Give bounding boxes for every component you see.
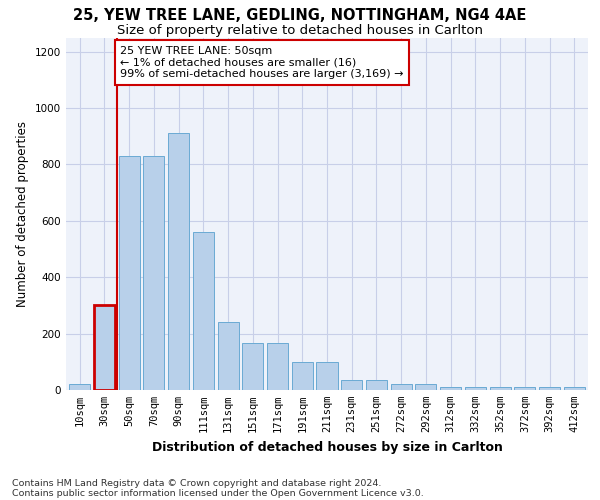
Bar <box>143 156 164 390</box>
Bar <box>267 344 288 390</box>
Bar <box>391 384 412 390</box>
Bar <box>292 362 313 390</box>
Bar <box>366 380 387 390</box>
Bar <box>218 322 239 390</box>
Bar <box>440 387 461 390</box>
Text: Contains HM Land Registry data © Crown copyright and database right 2024.: Contains HM Land Registry data © Crown c… <box>12 478 382 488</box>
Bar <box>490 387 511 390</box>
Bar <box>168 134 189 390</box>
X-axis label: Distribution of detached houses by size in Carlton: Distribution of detached houses by size … <box>152 440 502 454</box>
Bar <box>94 306 115 390</box>
Bar <box>415 384 436 390</box>
Bar <box>341 380 362 390</box>
Text: Size of property relative to detached houses in Carlton: Size of property relative to detached ho… <box>117 24 483 37</box>
Text: Contains public sector information licensed under the Open Government Licence v3: Contains public sector information licen… <box>12 488 424 498</box>
Bar <box>193 232 214 390</box>
Text: 25, YEW TREE LANE, GEDLING, NOTTINGHAM, NG4 4AE: 25, YEW TREE LANE, GEDLING, NOTTINGHAM, … <box>73 8 527 22</box>
Bar <box>539 387 560 390</box>
Bar <box>514 387 535 390</box>
Bar <box>465 387 486 390</box>
Bar <box>242 344 263 390</box>
Bar <box>119 156 140 390</box>
Bar <box>564 387 585 390</box>
Text: 25 YEW TREE LANE: 50sqm
← 1% of detached houses are smaller (16)
99% of semi-det: 25 YEW TREE LANE: 50sqm ← 1% of detached… <box>121 46 404 79</box>
Y-axis label: Number of detached properties: Number of detached properties <box>16 120 29 306</box>
Bar <box>316 362 338 390</box>
Bar <box>69 384 90 390</box>
